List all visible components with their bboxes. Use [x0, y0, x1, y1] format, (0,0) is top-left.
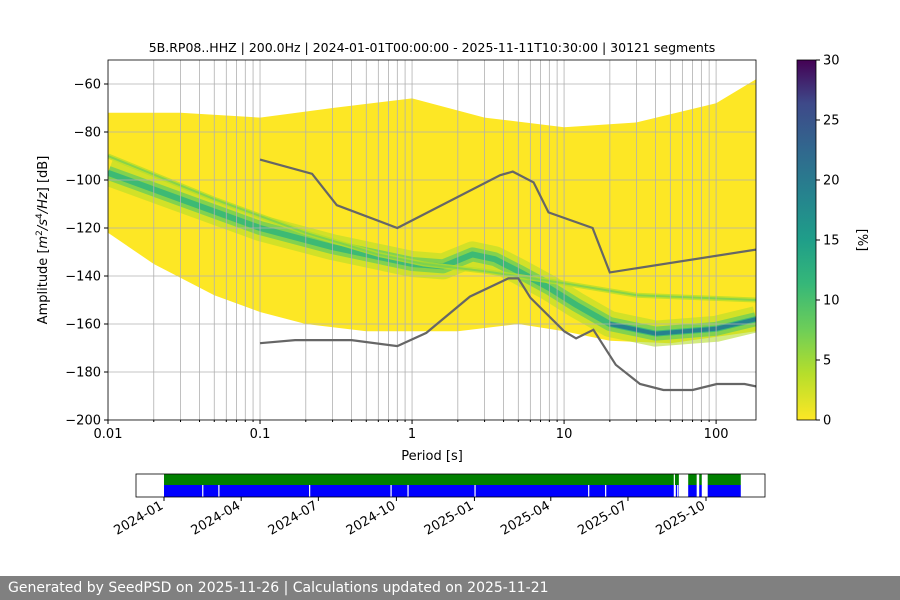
data-gap: [202, 485, 204, 497]
colorbar-tick-label: 25: [823, 114, 840, 129]
date-tick-label: 2024-01: [111, 498, 166, 538]
y-tick-label: −100: [65, 174, 101, 189]
x-axis-label: Period [s]: [401, 449, 463, 464]
availability-frame: [135, 473, 766, 498]
colorbar-tick-label: 0: [823, 414, 831, 429]
date-tick-label: 2024-04: [189, 498, 244, 538]
data-gap: [390, 485, 392, 497]
colorbar-tick-label: 5: [823, 354, 831, 369]
data-gap: [309, 485, 311, 497]
y-tick-label: −120: [65, 222, 101, 237]
date-tick-label: 2024-10: [344, 498, 399, 538]
data-gap: [605, 485, 607, 497]
y-tick-label: −140: [65, 270, 101, 285]
coverage-bar: [164, 474, 741, 485]
plot-frame: [107, 59, 757, 421]
ppsd-chart: 5B.RP08..HHZ | 200.0Hz | 2024-01-01T00:0…: [35, 40, 869, 539]
data-gap: [474, 485, 476, 497]
x-tick-label: 1: [408, 427, 416, 442]
colorbar-tick-label: 20: [823, 174, 840, 189]
colorbar: [796, 59, 817, 421]
colorbar-tick-label: 15: [823, 234, 840, 249]
date-tick-label: 2025-04: [498, 498, 553, 538]
data-gap: [407, 485, 409, 497]
x-tick-label: 10: [556, 427, 573, 442]
coverage-gap: [673, 474, 675, 497]
y-axis-label: Amplitude [m2/s4/Hz] [dB]: [35, 156, 51, 325]
footer-status: Generated by SeedPSD on 2025-11-26 | Cal…: [0, 576, 900, 600]
data-gap: [588, 485, 590, 497]
coverage-gap: [701, 474, 708, 497]
y-tick-label: −80: [74, 126, 101, 141]
y-tick-label: −60: [74, 78, 101, 93]
colorbar-tick-label: 10: [823, 294, 840, 309]
chart-title: 5B.RP08..HHZ | 200.0Hz | 2024-01-01T00:0…: [149, 40, 716, 55]
x-tick-label: 100: [704, 427, 729, 442]
colorbar-tick-label: 30: [823, 54, 840, 69]
data-gap: [674, 485, 676, 497]
x-tick-label: 0.1: [250, 427, 271, 442]
y-tick-label: −160: [65, 318, 101, 333]
colorbar-label: [%]: [854, 229, 869, 252]
coverage-gap: [678, 474, 689, 497]
psd-secondary-core: [108, 155, 756, 301]
data-gap: [677, 485, 679, 497]
nlnm-line: [259, 277, 756, 392]
date-tick-label: 2024-07: [266, 498, 321, 538]
data-gap: [218, 485, 220, 497]
y-tick-label: −200: [65, 414, 101, 429]
x-tick-label: 0.01: [94, 427, 123, 442]
date-tick-label: 2025-07: [575, 498, 630, 538]
coverage-gap: [696, 474, 700, 497]
y-tick-label: −180: [65, 366, 101, 381]
date-tick-label: 2025-01: [422, 498, 477, 538]
date-tick-label: 2025-10: [653, 498, 708, 538]
nhnm-line: [259, 158, 756, 274]
data-bar: [164, 485, 741, 497]
